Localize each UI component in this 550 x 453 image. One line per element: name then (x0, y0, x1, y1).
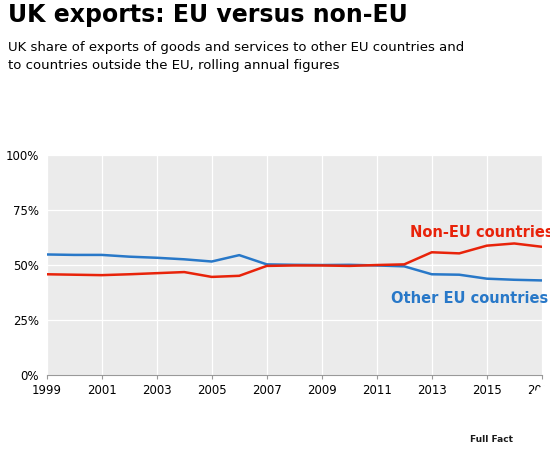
Text: Source:: Source: (8, 396, 53, 406)
Text: Full Fact: Full Fact (470, 435, 513, 444)
Text: Other EU countries: Other EU countries (390, 291, 548, 306)
Polygon shape (451, 380, 550, 453)
Text: ONS balance of payments datasets "Exports: European Union" (L7D7) and
"Exports: : ONS balance of payments datasets "Export… (40, 396, 430, 419)
Text: UK exports: EU versus non-EU: UK exports: EU versus non-EU (8, 3, 408, 27)
Text: UK share of exports of goods and services to other EU countries and
to countries: UK share of exports of goods and service… (8, 41, 465, 72)
Text: Non-EU countries: Non-EU countries (410, 225, 550, 240)
